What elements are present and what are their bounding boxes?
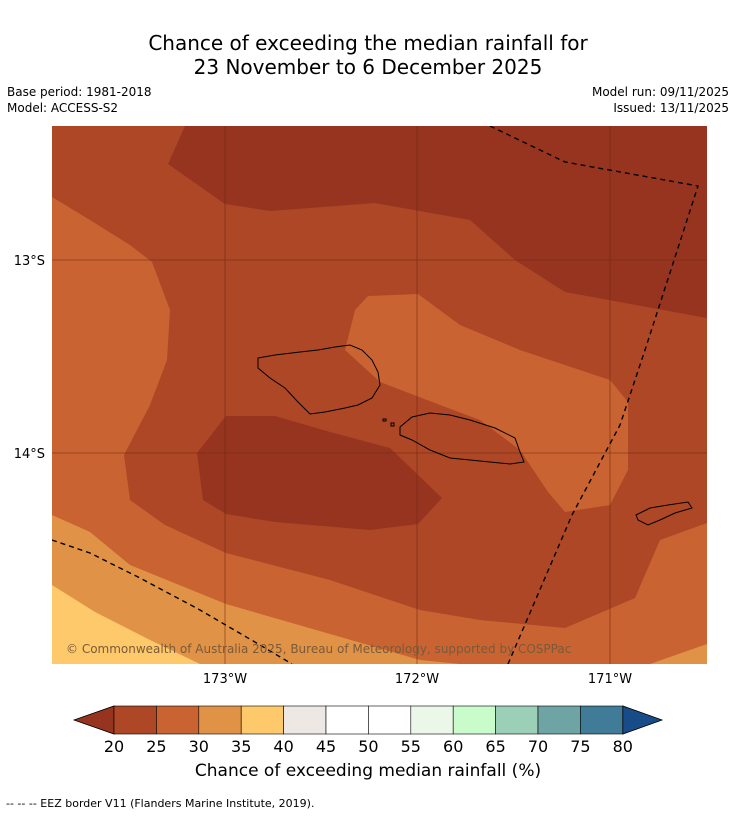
copyright-notice: © Commonwealth of Australia 2025, Bureau… bbox=[66, 642, 571, 656]
footnote-eez: -- -- -- EEZ border V11 (Flanders Marine… bbox=[6, 797, 315, 810]
colorbar-under-arrow bbox=[72, 705, 115, 735]
graticule bbox=[52, 126, 707, 664]
colorbar-swatch bbox=[156, 705, 200, 735]
colorbar-swatch bbox=[495, 705, 539, 735]
lat-tick-13s: 13°S bbox=[14, 254, 45, 269]
contour-below-20-north bbox=[168, 126, 707, 318]
title-line-1: Chance of exceeding the median rainfall … bbox=[148, 31, 588, 55]
lat-tick-14s: 14°S bbox=[14, 447, 45, 462]
colorbar-tick-label: 60 bbox=[443, 737, 463, 756]
upolu-island bbox=[399, 412, 525, 465]
map-panel: © Commonwealth of Australia 2025, Bureau… bbox=[52, 126, 707, 664]
contour-30-35 bbox=[52, 515, 460, 664]
tutuila-island bbox=[635, 501, 693, 526]
savaii-island bbox=[257, 344, 381, 415]
colorbar-tick-label: 35 bbox=[231, 737, 251, 756]
lon-tick-172w: 172°W bbox=[395, 672, 439, 687]
colorbar-swatch bbox=[325, 705, 369, 735]
colorbar-swatch bbox=[198, 705, 242, 735]
colorbar-tick-label: 65 bbox=[485, 737, 505, 756]
lon-tick-173w: 173°W bbox=[203, 672, 247, 687]
title-line-2: 23 November to 6 December 2025 bbox=[193, 55, 543, 79]
colorbar-tick-label: 50 bbox=[358, 737, 378, 756]
contour-35-40 bbox=[52, 585, 200, 664]
colorbar-tick-label: 45 bbox=[316, 737, 336, 756]
colorbar: 20 25 30 35 40 45 50 55 60 65 70 75 80 bbox=[72, 705, 664, 756]
colorbar-swatch bbox=[580, 705, 624, 735]
small-islet-2 bbox=[390, 422, 395, 427]
lon-tick-171w: 171°W bbox=[588, 672, 632, 687]
coastlines bbox=[257, 344, 693, 526]
eez-border bbox=[52, 126, 699, 664]
colorbar-swatch bbox=[368, 705, 412, 735]
small-islet-1 bbox=[382, 418, 387, 422]
model-run: Model run: 09/11/2025 bbox=[591, 85, 729, 99]
base-period: Base period: 1981-2018 bbox=[7, 85, 152, 99]
colorbar-swatch bbox=[537, 705, 581, 735]
colorbar-swatch bbox=[410, 705, 454, 735]
model-name: Model: ACCESS-S2 bbox=[7, 101, 119, 115]
contour-30-35-east bbox=[650, 644, 707, 664]
colorbar-tick-label: 25 bbox=[146, 737, 166, 756]
colorbar-tick-label: 30 bbox=[189, 737, 209, 756]
issued-date: Issued: 13/11/2025 bbox=[613, 101, 729, 115]
colorbar-tick-label: 20 bbox=[104, 737, 124, 756]
colorbar-tick-label: 80 bbox=[613, 737, 633, 756]
contour-25-30-centre bbox=[345, 294, 628, 512]
colorbar-tick-label: 55 bbox=[401, 737, 421, 756]
colorbar-over-arrow bbox=[622, 705, 664, 735]
colorbar-label: Chance of exceeding median rainfall (%) bbox=[194, 761, 542, 781]
contour-below-20-centre bbox=[197, 416, 442, 530]
colorbar-swatch bbox=[240, 705, 284, 735]
colorbar-swatch bbox=[452, 705, 496, 735]
colorbar-tick-label: 70 bbox=[528, 737, 548, 756]
colorbar-tick-label: 40 bbox=[273, 737, 293, 756]
colorbar-swatch bbox=[283, 705, 327, 735]
colorbar-tick-label: 75 bbox=[570, 737, 590, 756]
colorbar-swatch bbox=[113, 705, 157, 735]
